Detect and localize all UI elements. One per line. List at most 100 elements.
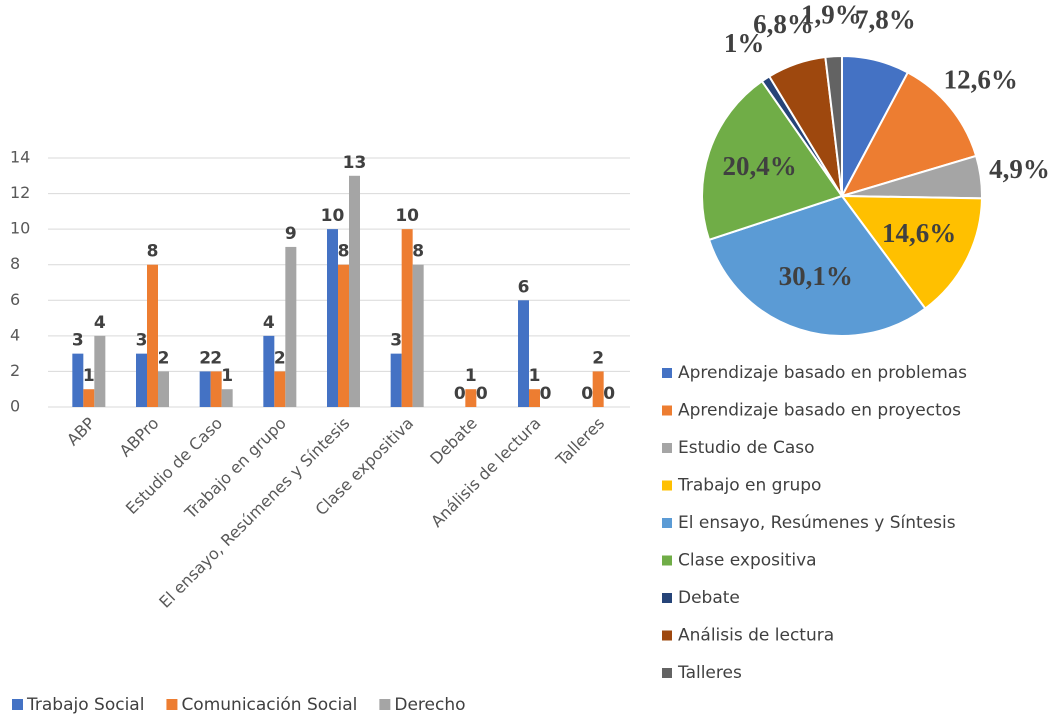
bar (349, 175, 360, 407)
slice-label: 12,6% (944, 65, 1018, 95)
legend-swatch (662, 668, 672, 678)
y-tick-label: 0 (10, 397, 20, 416)
value-label: 3 (72, 331, 84, 351)
value-label: 2 (592, 348, 604, 368)
legend-swatch (379, 699, 391, 710)
value-label: 6 (518, 277, 530, 297)
value-label: 2 (274, 348, 286, 368)
pie-slice (839, 194, 983, 310)
legend-swatch (662, 518, 672, 528)
y-tick-label: 2 (10, 361, 20, 380)
legend-label: Derecho (394, 695, 465, 715)
legend-swatch (662, 405, 672, 416)
value-label: 1 (83, 366, 95, 386)
value-label: 8 (147, 242, 159, 262)
value-label: 1 (221, 366, 233, 386)
value-label: 1 (465, 366, 477, 386)
bar (136, 353, 147, 407)
slice-label: 7,8% (855, 4, 916, 34)
y-tick-label: 6 (10, 290, 20, 309)
legend-swatch (12, 699, 23, 710)
value-label: 4 (94, 313, 106, 333)
value-label: 4 (263, 313, 275, 333)
value-label: 3 (390, 331, 402, 351)
bar (285, 246, 297, 407)
bar (158, 371, 169, 407)
legend-label: Trabajo Social (26, 695, 144, 715)
bar (592, 371, 604, 407)
legend-label: Aprendizaje basado en proyectos (678, 401, 961, 421)
y-tick-label: 14 (10, 148, 30, 167)
x-tick-label: ABP (63, 413, 99, 449)
value-label: 1 (529, 366, 541, 386)
slice-label: 4,9% (989, 154, 1050, 184)
value-label: 9 (285, 224, 297, 244)
slice-label: 1,9% (801, 0, 862, 29)
legend-label: Comunicación Social (181, 695, 357, 715)
legend-swatch (662, 555, 672, 566)
legend-label: Aprendizaje basado en problemas (678, 363, 967, 383)
pie-slice (707, 194, 927, 337)
bar (221, 389, 233, 407)
legend-label: Clase expositiva (678, 551, 817, 571)
slice-label: 14,6% (882, 218, 956, 248)
bar (529, 389, 540, 407)
value-label: 2 (158, 348, 170, 368)
legend-swatch (662, 480, 672, 491)
value-label: 10 (395, 206, 419, 226)
value-label: 10 (321, 206, 345, 226)
y-tick-label: 4 (10, 325, 20, 344)
slice-label: 6,8% (753, 9, 814, 39)
value-label: 0 (603, 384, 615, 404)
bar (327, 229, 338, 407)
bar (83, 389, 95, 407)
bar (401, 229, 413, 407)
slice-label: 1% (724, 28, 765, 58)
bar (518, 300, 529, 407)
value-label: 3 (136, 331, 148, 351)
bar (390, 353, 402, 407)
y-tick-label: 12 (10, 183, 30, 202)
legend-label: Talleres (677, 663, 742, 683)
bar (412, 264, 424, 407)
bar (338, 264, 349, 407)
legend-swatch (662, 368, 672, 378)
legend-swatch (662, 443, 672, 453)
y-tick-label: 8 (10, 254, 20, 273)
y-tick-label: 10 (10, 219, 30, 238)
value-label: 2 (199, 348, 211, 368)
value-label: 13 (343, 153, 367, 173)
value-label: 0 (454, 384, 466, 404)
x-tick-label: Análisis de lectura (427, 414, 544, 531)
bar (147, 264, 158, 407)
x-tick-label: Talleres (552, 414, 609, 471)
x-tick-label: Debate (426, 414, 481, 469)
legend-label: Debate (678, 588, 740, 608)
bar (274, 371, 286, 407)
bar (210, 371, 222, 407)
slice-label: 30,1% (779, 261, 853, 291)
value-label: 8 (338, 242, 350, 262)
slice-label: 20,4% (723, 151, 797, 181)
x-tick-label: ABPro (116, 414, 163, 461)
pie-slice (701, 79, 844, 242)
value-label: 2 (210, 348, 222, 368)
legend-label: Estudio de Caso (678, 438, 815, 458)
bar (72, 353, 84, 407)
bar (94, 335, 106, 407)
value-label: 8 (412, 242, 424, 262)
bar (465, 389, 477, 407)
legend-label: El ensayo, Resúmenes y Síntesis (678, 513, 956, 533)
value-label: 0 (581, 384, 593, 404)
value-label: 0 (540, 384, 552, 404)
legend-swatch (662, 593, 672, 603)
bar (263, 335, 275, 407)
legend-swatch (662, 630, 672, 641)
pie-slice (824, 54, 843, 197)
legend-label: Análisis de lectura (678, 626, 834, 646)
legend-swatch (166, 699, 178, 710)
value-label: 0 (476, 384, 488, 404)
legend-label: Trabajo en grupo (677, 476, 821, 496)
bar (199, 371, 211, 407)
